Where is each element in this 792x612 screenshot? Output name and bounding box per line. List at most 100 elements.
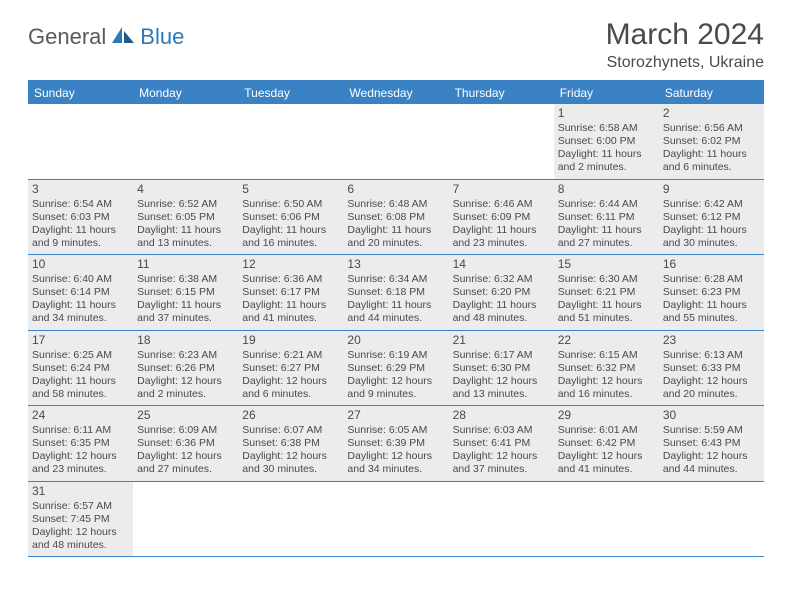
day-cell [449, 482, 554, 557]
day-sunrise: Sunrise: 6:50 AM [242, 198, 339, 211]
day-cell: 8Sunrise: 6:44 AMSunset: 6:11 PMDaylight… [554, 180, 659, 255]
day-daylight1: Daylight: 12 hours [242, 375, 339, 388]
day-sunset: Sunset: 6:08 PM [347, 211, 444, 224]
day-daylight1: Daylight: 11 hours [663, 148, 760, 161]
day-daylight2: and 2 minutes. [558, 161, 655, 174]
day-number: 27 [347, 408, 444, 423]
day-number: 28 [453, 408, 550, 423]
day-number: 8 [558, 182, 655, 197]
day-daylight2: and 20 minutes. [347, 237, 444, 250]
day-sunrise: Sunrise: 6:44 AM [558, 198, 655, 211]
day-daylight1: Daylight: 11 hours [558, 224, 655, 237]
day-sunrise: Sunrise: 6:48 AM [347, 198, 444, 211]
day-cell [659, 482, 764, 557]
day-sunset: Sunset: 6:27 PM [242, 362, 339, 375]
day-number: 4 [137, 182, 234, 197]
day-daylight1: Daylight: 11 hours [137, 224, 234, 237]
day-header-cell: Sunday [28, 82, 133, 104]
week-row: 17Sunrise: 6:25 AMSunset: 6:24 PMDayligh… [28, 331, 764, 407]
day-sunset: Sunset: 6:39 PM [347, 437, 444, 450]
day-daylight1: Daylight: 12 hours [663, 375, 760, 388]
day-sunrise: Sunrise: 6:42 AM [663, 198, 760, 211]
day-number: 17 [32, 333, 129, 348]
day-number: 6 [347, 182, 444, 197]
day-cell: 15Sunrise: 6:30 AMSunset: 6:21 PMDayligh… [554, 255, 659, 330]
day-cell: 10Sunrise: 6:40 AMSunset: 6:14 PMDayligh… [28, 255, 133, 330]
day-sunset: Sunset: 6:06 PM [242, 211, 339, 224]
day-cell [28, 104, 133, 179]
day-number: 21 [453, 333, 550, 348]
day-daylight1: Daylight: 11 hours [32, 375, 129, 388]
day-sunrise: Sunrise: 6:32 AM [453, 273, 550, 286]
day-sunset: Sunset: 6:00 PM [558, 135, 655, 148]
day-daylight1: Daylight: 12 hours [453, 450, 550, 463]
day-daylight2: and 48 minutes. [453, 312, 550, 325]
day-daylight1: Daylight: 12 hours [32, 526, 129, 539]
day-header-row: Sunday Monday Tuesday Wednesday Thursday… [28, 82, 764, 104]
day-daylight2: and 13 minutes. [137, 237, 234, 250]
day-daylight2: and 13 minutes. [453, 388, 550, 401]
day-number: 20 [347, 333, 444, 348]
day-sunset: Sunset: 6:23 PM [663, 286, 760, 299]
day-daylight1: Daylight: 12 hours [347, 450, 444, 463]
day-number: 14 [453, 257, 550, 272]
day-cell: 12Sunrise: 6:36 AMSunset: 6:17 PMDayligh… [238, 255, 343, 330]
day-daylight1: Daylight: 12 hours [347, 375, 444, 388]
day-daylight1: Daylight: 12 hours [453, 375, 550, 388]
day-daylight2: and 44 minutes. [663, 463, 760, 476]
day-sunrise: Sunrise: 6:54 AM [32, 198, 129, 211]
day-cell: 7Sunrise: 6:46 AMSunset: 6:09 PMDaylight… [449, 180, 554, 255]
day-number: 26 [242, 408, 339, 423]
day-number: 22 [558, 333, 655, 348]
day-sunrise: Sunrise: 6:21 AM [242, 349, 339, 362]
day-cell: 26Sunrise: 6:07 AMSunset: 6:38 PMDayligh… [238, 406, 343, 481]
day-sunrise: Sunrise: 6:38 AM [137, 273, 234, 286]
day-cell: 28Sunrise: 6:03 AMSunset: 6:41 PMDayligh… [449, 406, 554, 481]
weeks-container: 1Sunrise: 6:58 AMSunset: 6:00 PMDaylight… [28, 104, 764, 557]
day-daylight2: and 23 minutes. [32, 463, 129, 476]
day-number: 29 [558, 408, 655, 423]
day-sunset: Sunset: 6:02 PM [663, 135, 760, 148]
logo-text-blue: Blue [140, 24, 184, 50]
day-daylight2: and 37 minutes. [453, 463, 550, 476]
day-header-cell: Saturday [659, 82, 764, 104]
day-sunset: Sunset: 6:15 PM [137, 286, 234, 299]
day-number: 7 [453, 182, 550, 197]
day-cell: 24Sunrise: 6:11 AMSunset: 6:35 PMDayligh… [28, 406, 133, 481]
day-header-cell: Wednesday [343, 82, 448, 104]
day-sunset: Sunset: 6:21 PM [558, 286, 655, 299]
day-cell: 16Sunrise: 6:28 AMSunset: 6:23 PMDayligh… [659, 255, 764, 330]
day-daylight2: and 20 minutes. [663, 388, 760, 401]
day-sunset: Sunset: 6:43 PM [663, 437, 760, 450]
day-sunrise: Sunrise: 6:09 AM [137, 424, 234, 437]
day-daylight2: and 9 minutes. [347, 388, 444, 401]
day-cell: 17Sunrise: 6:25 AMSunset: 6:24 PMDayligh… [28, 331, 133, 406]
day-header-cell: Tuesday [238, 82, 343, 104]
day-header-cell: Friday [554, 82, 659, 104]
logo-text-general: General [28, 24, 106, 50]
day-cell [343, 482, 448, 557]
day-number: 1 [558, 106, 655, 121]
day-cell: 14Sunrise: 6:32 AMSunset: 6:20 PMDayligh… [449, 255, 554, 330]
day-daylight2: and 55 minutes. [663, 312, 760, 325]
day-sunset: Sunset: 6:09 PM [453, 211, 550, 224]
day-sunrise: Sunrise: 6:17 AM [453, 349, 550, 362]
day-cell: 23Sunrise: 6:13 AMSunset: 6:33 PMDayligh… [659, 331, 764, 406]
day-sunset: Sunset: 6:30 PM [453, 362, 550, 375]
day-daylight2: and 34 minutes. [347, 463, 444, 476]
day-sunset: Sunset: 6:38 PM [242, 437, 339, 450]
day-sunrise: Sunrise: 6:15 AM [558, 349, 655, 362]
day-cell: 31Sunrise: 6:57 AMSunset: 7:45 PMDayligh… [28, 482, 133, 557]
day-header-cell: Monday [133, 82, 238, 104]
day-daylight2: and 9 minutes. [32, 237, 129, 250]
day-sunset: Sunset: 6:03 PM [32, 211, 129, 224]
day-number: 30 [663, 408, 760, 423]
day-sunset: Sunset: 7:45 PM [32, 513, 129, 526]
day-daylight1: Daylight: 11 hours [347, 224, 444, 237]
day-daylight2: and 41 minutes. [242, 312, 339, 325]
day-sunset: Sunset: 6:17 PM [242, 286, 339, 299]
day-cell: 9Sunrise: 6:42 AMSunset: 6:12 PMDaylight… [659, 180, 764, 255]
week-row: 24Sunrise: 6:11 AMSunset: 6:35 PMDayligh… [28, 406, 764, 482]
day-number: 18 [137, 333, 234, 348]
day-daylight1: Daylight: 11 hours [242, 224, 339, 237]
